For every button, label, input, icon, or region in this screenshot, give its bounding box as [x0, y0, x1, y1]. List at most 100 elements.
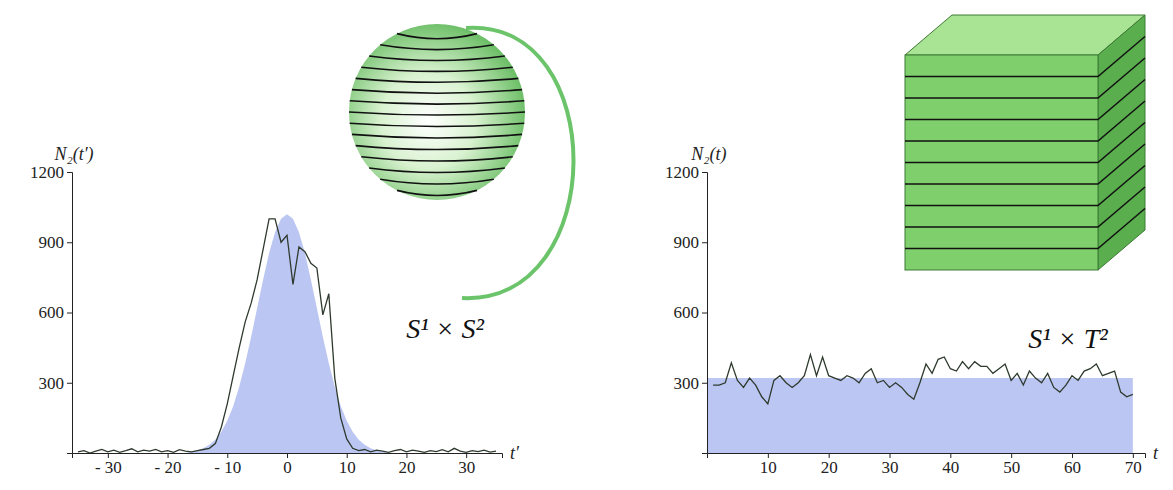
cube-line: [905, 144, 1145, 184]
y-tick-mark: [702, 383, 707, 384]
y-axis-title: N₂(t′): [53, 144, 93, 165]
y-tick-label: 300: [674, 374, 700, 393]
x-tick-label: - 30: [95, 458, 122, 477]
x-tick-label: 10: [339, 458, 356, 477]
y-tick-mark: [702, 172, 707, 173]
y-tick: 900: [674, 233, 708, 252]
illustration: [905, 15, 1145, 270]
x-tick: 10: [760, 453, 777, 477]
x-tick: - 10: [214, 453, 241, 477]
sphere-line: [352, 134, 522, 138]
y-axis-title: N₂(t): [690, 144, 726, 165]
x-tick: - 30: [95, 453, 122, 477]
y-axis-line: [67, 173, 73, 454]
y-axis: 300 600 900 1200: [665, 163, 708, 454]
cube-line: [905, 58, 1145, 98]
y-tick: 600: [39, 303, 73, 322]
x-tick-label: 20: [821, 458, 838, 477]
y-tick: 1200: [665, 163, 707, 182]
x-tick: 20: [821, 453, 838, 477]
sphere-line: [350, 123, 525, 126]
y-tick-label: 600: [39, 303, 65, 322]
x-tick-label: 30: [458, 458, 475, 477]
y-tick-mark: [67, 313, 72, 314]
y-tick-label: 900: [39, 233, 65, 252]
annotation: S¹ × T²: [1028, 323, 1108, 354]
x-tick: 50: [1003, 453, 1020, 477]
x-tick-label: 70: [1125, 458, 1142, 477]
plot-area: [707, 355, 1133, 453]
x-tick-label: 20: [398, 458, 415, 477]
y-tick-mark: [702, 242, 707, 243]
y-axis: 300 600 900 1200: [30, 163, 73, 454]
cube-line: [905, 123, 1145, 163]
panel: - 30 - 20 - 10 0 10 20 30 300 600 900 1200N₂(t′) t′…: [30, 24, 574, 477]
y-tick-label: 1200: [665, 163, 699, 182]
data-line: [713, 355, 1133, 404]
y-tick: 300: [39, 374, 73, 393]
y-tick-label: 300: [39, 374, 65, 393]
x-tick: 0: [283, 453, 292, 477]
sphere: [349, 24, 525, 200]
model-area: [707, 378, 1133, 453]
x-tick: 20: [398, 453, 415, 477]
y-tick: 600: [674, 303, 708, 322]
sphere-line: [380, 179, 494, 184]
y-tick: 1200: [30, 163, 72, 182]
y-tick: 300: [674, 374, 708, 393]
y-tick-label: 1200: [30, 163, 64, 182]
sphere-line: [369, 168, 505, 173]
x-tick-label: 40: [942, 458, 959, 477]
cube-line: [905, 166, 1145, 206]
sphere-line: [350, 101, 525, 104]
sphere-line: [397, 190, 477, 195]
sphere-line: [369, 56, 505, 61]
x-tick-label: 30: [882, 458, 899, 477]
sphere-line: [356, 146, 519, 150]
x-tick-label: - 10: [214, 458, 241, 477]
plot-area: [78, 214, 496, 453]
cube-line: [905, 209, 1145, 249]
cube-line: [905, 187, 1145, 227]
x-tick-label: 50: [1003, 458, 1020, 477]
x-tick: 70: [1125, 453, 1142, 477]
x-axis-title: t′: [510, 443, 520, 463]
sphere-line: [352, 90, 522, 94]
y-tick: 900: [39, 233, 73, 252]
x-tick: 30: [458, 453, 475, 477]
x-tick-label: 60: [1064, 458, 1081, 477]
x-tick-label: - 20: [155, 458, 182, 477]
sphere-line: [397, 34, 477, 39]
sphere-line: [349, 112, 525, 115]
sphere-line: [361, 157, 512, 161]
cube-line: [905, 101, 1145, 141]
data-line: [78, 219, 496, 453]
figure: - 30- 20- 1001020303006009001200N₂(t′)t′…: [0, 0, 1173, 490]
sphere-line: [380, 45, 494, 50]
x-tick: 30: [882, 453, 899, 477]
x-tick: 40: [942, 453, 959, 477]
x-axis: 10 20 30 40 50 60 70: [708, 453, 1146, 477]
x-tick: 60: [1064, 453, 1081, 477]
cube-line: [905, 80, 1145, 120]
x-tick: 10: [339, 453, 356, 477]
y-tick-mark: [67, 242, 72, 243]
y-axis-line: [702, 173, 708, 454]
x-axis-title: t: [1153, 443, 1159, 463]
y-tick-mark: [67, 383, 72, 384]
y-tick-mark: [67, 172, 72, 173]
y-tick-mark: [702, 313, 707, 314]
sphere-line: [356, 78, 519, 82]
y-tick-label: 600: [674, 303, 700, 322]
x-tick: - 20: [155, 453, 182, 477]
illustration: [349, 24, 574, 298]
model-area: [78, 214, 496, 453]
panel: 10 20 30 40 50 60 70 300 600 900 1200N₂(t) t S¹ × T²: [665, 15, 1159, 477]
cube-line: [905, 37, 1145, 77]
x-axis: - 30 - 20 - 10 0 10 20 30: [73, 453, 503, 477]
sphere-line: [361, 67, 512, 71]
y-tick-label: 900: [674, 233, 700, 252]
x-tick-label: 0: [283, 458, 292, 477]
annotation: S¹ × S²: [406, 313, 484, 344]
x-tick-label: 10: [760, 458, 777, 477]
